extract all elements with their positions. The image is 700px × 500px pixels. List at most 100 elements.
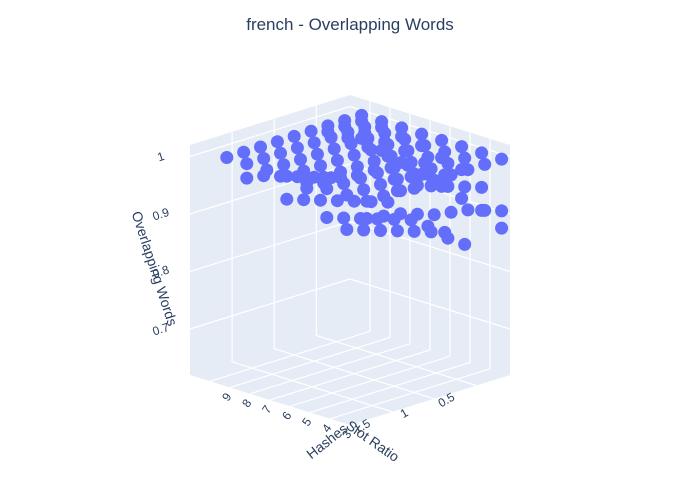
data-point-130 <box>427 208 441 222</box>
data-point-116 <box>297 193 311 207</box>
data-point-15 <box>287 129 301 143</box>
grid-y-floor-4 <box>249 343 411 395</box>
grid-y-floor-1 <box>309 361 471 414</box>
data-point-105 <box>475 180 489 194</box>
data-point-48 <box>220 151 234 164</box>
data-point-111 <box>394 184 407 198</box>
data-point-94 <box>390 172 404 186</box>
data-point-144 <box>390 224 404 238</box>
data-point-44 <box>347 148 361 162</box>
grid-y-floor-2 <box>289 355 451 407</box>
data-point-82 <box>257 169 271 183</box>
grid-lines <box>189 101 511 420</box>
data-point-31 <box>254 140 267 154</box>
y-tick-4: 7 <box>259 402 274 416</box>
x-axis-title: Slot Ratio <box>343 417 402 465</box>
grid-z-left-3 <box>189 105 351 158</box>
chart-title: french - Overlapping Words <box>246 15 454 34</box>
y-tick-5: 8 <box>239 396 254 410</box>
data-point-141 <box>340 223 354 236</box>
data-point-98 <box>337 177 351 190</box>
data-point-62 <box>277 158 291 172</box>
data-point-103 <box>441 179 455 193</box>
data-point-29 <box>418 139 432 153</box>
data-point-59 <box>441 156 455 170</box>
data-point-52 <box>495 152 509 166</box>
grid-z-left-0 <box>189 278 351 330</box>
data-point-70 <box>461 163 475 177</box>
grid-y-floor-3 <box>269 349 431 401</box>
z-tick-2: 0.9 <box>151 205 172 224</box>
data-point-109 <box>357 183 371 197</box>
data-point-84 <box>280 169 294 183</box>
data-point-117 <box>314 193 327 207</box>
data-point-43 <box>310 147 324 161</box>
data-point-26 <box>344 137 358 151</box>
z-axis-title: Overlapping Words <box>129 209 181 328</box>
data-point-146 <box>424 225 438 239</box>
data-point-127 <box>444 205 458 219</box>
data-point-136 <box>370 212 384 226</box>
grid-y-floor-0 <box>329 368 491 420</box>
data-point-38 <box>401 144 415 158</box>
data-point-67 <box>387 161 401 175</box>
z-tick-1: 0.8 <box>151 262 172 281</box>
data-point-22 <box>435 133 449 147</box>
data-point-14 <box>415 127 429 141</box>
data-point-99 <box>374 178 387 191</box>
data-point-122 <box>381 195 395 209</box>
data-point-115 <box>280 192 294 206</box>
z-tick-3: 1 <box>155 149 166 164</box>
data-point-51 <box>257 152 271 165</box>
data-point-135 <box>360 212 374 225</box>
data-point-149 <box>458 237 472 251</box>
data-point-60 <box>240 157 254 171</box>
data-point-108 <box>320 182 334 196</box>
data-point-42 <box>274 146 287 160</box>
data-point-40 <box>237 145 251 159</box>
data-point-9 <box>304 124 318 138</box>
data-point-106 <box>300 181 314 195</box>
data-point-91 <box>240 171 254 185</box>
data-point-50 <box>458 151 472 165</box>
data-point-33 <box>290 141 304 155</box>
data-point-125 <box>478 203 492 217</box>
data-point-126 <box>495 204 509 218</box>
data-point-53 <box>294 153 307 166</box>
data-point-21 <box>398 132 412 146</box>
data-point-142 <box>357 223 371 237</box>
data-point-35 <box>364 143 378 157</box>
grid-y-floor-5 <box>229 336 391 389</box>
data-point-145 <box>407 224 421 238</box>
data-point-132 <box>320 211 334 224</box>
data-point-101 <box>424 179 438 193</box>
data-point-119 <box>347 194 361 208</box>
data-point-92 <box>354 171 367 185</box>
data-point-137 <box>387 212 401 226</box>
data-point-54 <box>330 153 344 167</box>
data-point-46 <box>384 149 398 163</box>
data-point-107 <box>407 181 421 195</box>
y-tick-6: 9 <box>219 390 234 404</box>
data-point-23 <box>270 135 284 149</box>
data-point-143 <box>374 224 387 237</box>
data-point-25 <box>307 136 321 150</box>
data-point-34 <box>327 142 341 156</box>
data-point-133 <box>337 211 351 225</box>
data-point-41 <box>475 146 489 160</box>
grid-z-left-1 <box>189 220 351 273</box>
data-point-61 <box>478 157 492 171</box>
data-point-138 <box>404 213 418 227</box>
data-point-75 <box>370 166 384 180</box>
y-tick-2: 5 <box>299 415 314 429</box>
data-point-148 <box>441 231 455 245</box>
data-point-118 <box>330 194 344 208</box>
data-point-114 <box>455 191 469 205</box>
data-point-64 <box>314 159 327 173</box>
data-points <box>220 108 509 251</box>
y-tick-3: 6 <box>279 409 294 423</box>
grid-y-floor-6 <box>209 330 371 382</box>
data-point-85 <box>290 170 304 184</box>
